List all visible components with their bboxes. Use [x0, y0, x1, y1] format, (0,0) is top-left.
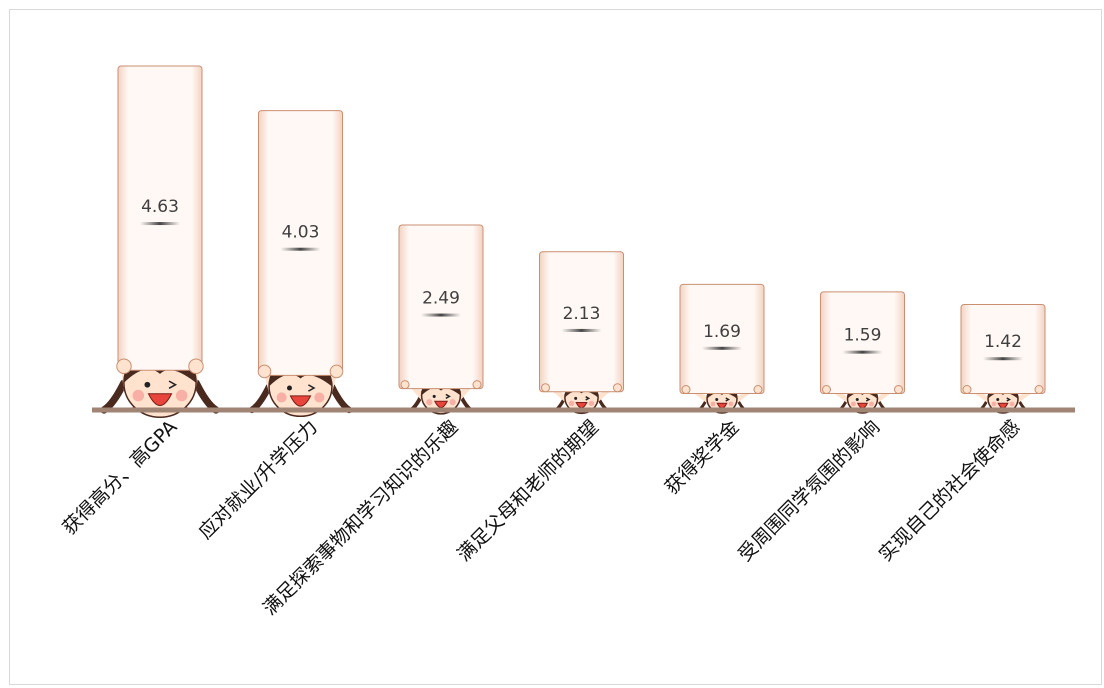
data-label-underline [983, 357, 1023, 361]
child-braid-right [328, 383, 353, 414]
data-label-underline [421, 313, 461, 317]
data-label-underline [842, 350, 883, 354]
child-eye-wink [1006, 397, 1011, 402]
x-tick-label-1: 获得高分、高GPA [59, 416, 182, 539]
child-hand-left [257, 364, 272, 379]
child-cheek-left [851, 401, 856, 407]
child-braid-left [100, 379, 128, 414]
child-cheek-right [728, 401, 734, 407]
child-cheek-right [869, 401, 874, 407]
bar-3: 2.49 [398, 224, 484, 415]
child-mouth [433, 400, 449, 409]
data-label-underline [280, 247, 321, 251]
child-hand-left [116, 358, 132, 374]
child-cheek-left [276, 392, 287, 403]
child-hand-right [188, 358, 204, 374]
child-mouth [289, 395, 312, 407]
bar-sign [679, 283, 765, 394]
bar-sign [539, 251, 624, 393]
bar-7: 1.42 [960, 303, 1046, 414]
child-braid-right [192, 379, 220, 414]
data-label-4: 2.13 [563, 304, 601, 324]
bar-5: 1.69 [679, 283, 765, 414]
child-eye-left [996, 398, 1000, 401]
bar-1: 4.63 [100, 65, 220, 418]
child-cheek-left [132, 389, 145, 402]
data-label-3: 2.49 [422, 289, 460, 309]
x-tick-label-2: 应对就业/升学压力 [194, 416, 322, 544]
child-cheek-left [426, 399, 433, 406]
child-cheek-right [314, 392, 325, 403]
child-cheek-left [568, 400, 575, 407]
child-eye-wink [445, 393, 451, 400]
child-hand-right [329, 364, 344, 379]
bar-sign [117, 65, 203, 371]
bar-sign [960, 303, 1046, 395]
child-hand-right [894, 385, 903, 394]
child-cheek-right [175, 389, 188, 402]
child-cheek-right [588, 400, 595, 407]
bar-2: 4.03 [248, 110, 353, 418]
bar-4: 2.13 [539, 251, 624, 415]
child-hand-left [681, 385, 691, 394]
child-hand-right [472, 380, 482, 390]
data-label-6: 1.59 [844, 326, 882, 346]
bar-sign [820, 291, 905, 394]
child-cheek-right [1009, 401, 1015, 407]
child-eye-left [855, 398, 859, 401]
child-eye-left [715, 398, 719, 401]
bar-sign [398, 224, 484, 390]
data-label-underline [561, 328, 602, 332]
child-eye-left [574, 396, 578, 400]
child-eye-wink [307, 384, 316, 392]
child-eye-wink [168, 380, 178, 389]
x-tick-label-6: 受周围同学氛围的影响 [734, 416, 884, 566]
x-tick-label-5: 获得奖学金 [661, 416, 744, 499]
child-cheek-right [449, 399, 456, 406]
child-hand-left [962, 385, 972, 394]
child-eye-wink [865, 397, 871, 402]
bar-6: 1.59 [820, 291, 905, 414]
child-hand-left [822, 385, 831, 394]
child-hand-right [1034, 385, 1044, 394]
x-tick-label-4: 满足父母和老师的期望 [453, 416, 603, 566]
child-eye-wink [585, 396, 591, 401]
child-eye-wink [725, 397, 730, 402]
x-tick-label-7: 实现自己的社会使命感 [875, 416, 1025, 566]
child-cheek-left [991, 401, 997, 407]
data-label-underline [702, 346, 742, 350]
child-braid-left [248, 383, 273, 414]
bar-sign [258, 110, 343, 376]
child-eye-left [432, 394, 436, 398]
child-hand-left [400, 380, 410, 390]
child-mouth [147, 393, 173, 406]
data-label-5: 1.69 [703, 322, 741, 342]
data-label-2: 4.03 [282, 223, 320, 243]
child-hand-left [541, 383, 550, 393]
child-eye-left [286, 385, 293, 391]
child-cheek-left [710, 401, 716, 407]
child-hand-right [753, 385, 763, 394]
child-eye-left [144, 381, 151, 388]
child-hand-right [613, 383, 622, 393]
data-label-7: 1.42 [984, 332, 1022, 352]
data-label-underline [140, 222, 180, 226]
data-label-1: 4.63 [141, 197, 179, 217]
